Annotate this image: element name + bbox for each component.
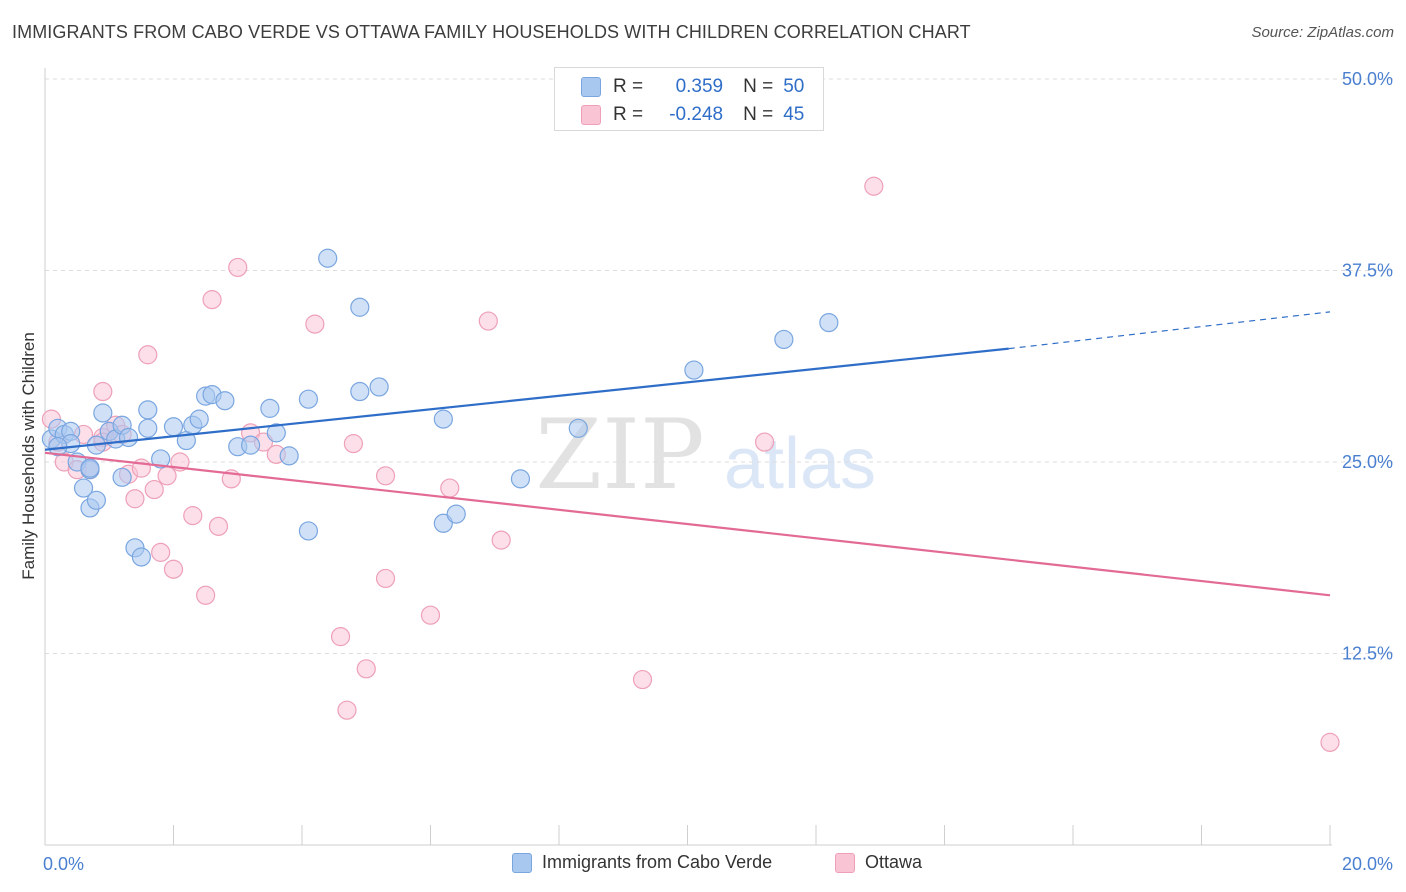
- cabo-verde-point: [568, 418, 588, 438]
- ottawa-point: [202, 290, 222, 310]
- cabo-verde-point: [279, 446, 299, 466]
- axes: [44, 68, 1332, 846]
- cabo-verde-trend-line: [44, 347, 1009, 451]
- zipatlas-watermark: ZIP atlas: [535, 399, 876, 511]
- legend-r-label: R =: [613, 104, 644, 125]
- cabo-verde-point: [73, 478, 94, 498]
- ottawa-point: [183, 506, 203, 526]
- cabo-verde-point: [298, 389, 319, 409]
- ottawa-point: [356, 659, 376, 679]
- y-tick-label: 50.0%: [1342, 69, 1393, 89]
- ottawa-point: [491, 530, 511, 550]
- legend-label-cabo-verde: Immigrants from Cabo Verde: [542, 852, 773, 872]
- ottawa-point: [440, 478, 460, 498]
- gridlines: [45, 78, 1395, 654]
- x-tick-label: 20.0%: [1342, 854, 1393, 874]
- ottawa-point: [337, 700, 357, 720]
- cabo-verde-trend-extension: [1008, 311, 1331, 350]
- ottawa-point: [375, 568, 396, 589]
- cabo-verde-point: [369, 377, 389, 397]
- ottawa-point: [864, 176, 884, 196]
- y-tick-label: 25.0%: [1342, 452, 1393, 472]
- cabo-verde-point: [151, 449, 171, 469]
- cabo-verde-point: [86, 490, 107, 510]
- cabo-verde-point: [684, 360, 704, 380]
- ottawa-point: [151, 542, 171, 562]
- ottawa-point: [478, 311, 498, 331]
- ottawa-point: [343, 434, 363, 454]
- ottawa-point: [375, 466, 396, 486]
- ottawa-point: [305, 314, 325, 334]
- legend-n-value: 50: [783, 76, 805, 97]
- cabo-verde-point: [131, 547, 151, 567]
- tick-labels: 12.5% 25.0% 37.5% 50.0% 0.0% 20.0%: [43, 69, 1393, 874]
- cabo-verde-point: [112, 467, 132, 487]
- cabo-verde-point: [819, 312, 839, 333]
- legend-row-cabo-verde: R = 0.359 N = 50: [555, 73, 804, 101]
- legend-swatch-cabo-verde: [581, 77, 601, 97]
- legend-swatch-ottawa: [835, 852, 855, 873]
- cabo-verde-point: [774, 329, 794, 350]
- series-legend: Immigrants from Cabo Verde Ottawa: [0, 852, 1406, 878]
- cabo-verde-point: [189, 409, 209, 429]
- cabo-verde-point: [118, 427, 139, 448]
- ottawa-point: [420, 605, 441, 625]
- ottawa-point: [196, 585, 216, 605]
- y-tick-label: 12.5%: [1342, 644, 1393, 664]
- watermark-atlas: atlas: [724, 424, 876, 504]
- cabo-verde-point: [350, 381, 370, 402]
- x-tick-label: 0.0%: [43, 854, 84, 874]
- cabo-verde-point: [138, 400, 158, 420]
- source-credit: Source: ZipAtlas.com: [1251, 24, 1394, 41]
- cabo-verde-points: [41, 248, 839, 567]
- cabo-verde-point: [446, 504, 466, 524]
- cabo-verde-point: [138, 418, 158, 438]
- cabo-verde-point: [433, 409, 453, 429]
- legend-r-value: -0.248: [669, 104, 724, 125]
- legend-item-cabo-verde[interactable]: Immigrants from Cabo Verde: [512, 852, 772, 873]
- cabo-verde-point: [266, 423, 286, 443]
- ottawa-point: [163, 559, 184, 579]
- ottawa-point: [754, 432, 775, 452]
- ottawa-point: [330, 627, 351, 647]
- chart-title: IMMIGRANTS FROM CABO VERDE VS OTTAWA FAM…: [12, 22, 971, 42]
- legend-n-value: 45: [783, 104, 805, 125]
- cabo-verde-point: [318, 248, 338, 268]
- legend-n-label: N =: [743, 104, 774, 125]
- legend-item-ottawa[interactable]: Ottawa: [835, 852, 922, 873]
- legend-n-label: N =: [743, 76, 774, 97]
- legend-swatch-ottawa: [581, 105, 601, 125]
- ottawa-point: [138, 345, 158, 365]
- cabo-verde-point: [93, 403, 113, 423]
- ottawa-point: [228, 257, 248, 278]
- cabo-verde-point: [298, 521, 319, 541]
- y-tick-label: 37.5%: [1342, 261, 1393, 281]
- trend-lines: [44, 311, 1331, 597]
- legend-r-value: 0.359: [675, 76, 724, 97]
- cabo-verde-point: [260, 398, 280, 418]
- legend-r-label: R =: [613, 76, 644, 97]
- ottawa-point: [144, 479, 164, 500]
- cabo-verde-point: [80, 458, 100, 478]
- cabo-verde-point: [350, 297, 370, 317]
- ottawa-point: [93, 381, 113, 402]
- ottawa-point: [208, 516, 229, 536]
- ottawa-point: [632, 669, 653, 690]
- ottawa-point: [125, 489, 145, 509]
- cabo-verde-point: [241, 435, 261, 455]
- watermark-zip: ZIP: [535, 399, 704, 511]
- legend-swatch-cabo-verde: [512, 852, 532, 873]
- cabo-verde-point: [163, 417, 184, 437]
- legend-row-ottawa: R = -0.248 N = 45: [555, 101, 804, 129]
- correlation-legend: R = 0.359 N = 50 R = -0.248 N = 45: [554, 67, 824, 131]
- cabo-verde-point: [215, 391, 235, 411]
- cabo-verde-point: [510, 469, 531, 489]
- ottawa-point: [1320, 732, 1340, 752]
- ottawa-trend-line: [44, 451, 1331, 597]
- ottawa-point: [157, 466, 177, 486]
- legend-label-ottawa: Ottawa: [865, 852, 923, 872]
